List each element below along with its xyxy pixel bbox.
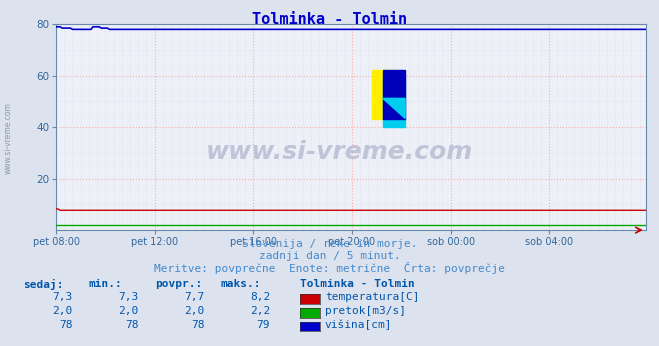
- Text: 8,2: 8,2: [250, 292, 270, 302]
- Text: zadnji dan / 5 minut.: zadnji dan / 5 minut.: [258, 251, 401, 261]
- Text: www.si-vreme.com: www.si-vreme.com: [4, 102, 13, 174]
- Text: 78: 78: [59, 320, 72, 330]
- Text: 7,3: 7,3: [118, 292, 138, 302]
- Text: maks.:: maks.:: [221, 279, 261, 289]
- Text: www.si-vreme.com: www.si-vreme.com: [206, 140, 473, 164]
- Text: min.:: min.:: [89, 279, 123, 289]
- Polygon shape: [383, 98, 405, 119]
- Text: temperatura[C]: temperatura[C]: [325, 292, 419, 302]
- Text: 2,0: 2,0: [52, 306, 72, 316]
- Text: višina[cm]: višina[cm]: [325, 320, 392, 330]
- Text: povpr.:: povpr.:: [155, 279, 202, 289]
- Text: 78: 78: [191, 320, 204, 330]
- Text: 2,0: 2,0: [184, 306, 204, 316]
- Bar: [383, 78, 405, 127]
- Polygon shape: [383, 70, 405, 119]
- Text: 7,3: 7,3: [52, 292, 72, 302]
- Text: 2,2: 2,2: [250, 306, 270, 316]
- Text: Tolminka - Tolmin: Tolminka - Tolmin: [300, 279, 415, 289]
- Text: Meritve: povprečne  Enote: metrične  Črta: povprečje: Meritve: povprečne Enote: metrične Črta:…: [154, 262, 505, 274]
- Text: 7,7: 7,7: [184, 292, 204, 302]
- Text: 78: 78: [125, 320, 138, 330]
- Text: sedaj:: sedaj:: [23, 279, 63, 290]
- Text: 79: 79: [257, 320, 270, 330]
- Text: Tolminka - Tolmin: Tolminka - Tolmin: [252, 12, 407, 27]
- Bar: [372, 70, 394, 119]
- Text: 2,0: 2,0: [118, 306, 138, 316]
- Text: Slovenija / reke in morje.: Slovenija / reke in morje.: [242, 239, 417, 249]
- Text: pretok[m3/s]: pretok[m3/s]: [325, 306, 406, 316]
